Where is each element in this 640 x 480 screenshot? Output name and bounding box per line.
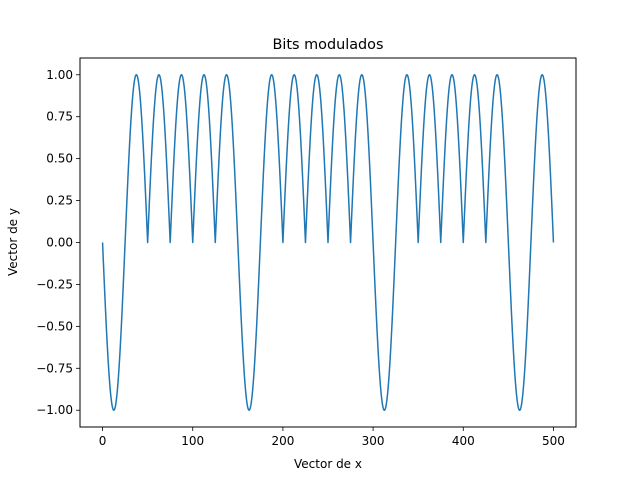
y-tick-label: 0.25 <box>46 194 73 208</box>
x-tick-label: 500 <box>542 434 565 448</box>
x-axis: 0 100 200 300 400 500 <box>99 427 565 448</box>
x-axis-label: Vector de x <box>294 457 362 471</box>
y-tick-label: 1.00 <box>46 68 73 82</box>
x-tick-label: 200 <box>271 434 294 448</box>
x-tick-label: 0 <box>99 434 107 448</box>
y-tick-label: −1.00 <box>36 403 73 417</box>
series-line <box>101 74 555 411</box>
y-tick-label: 0.75 <box>46 110 73 124</box>
y-tick-label: −0.50 <box>36 319 73 333</box>
y-tick-label: 0.00 <box>46 236 73 250</box>
chart-title: Bits modulados <box>273 37 384 53</box>
x-tick-label: 100 <box>181 434 204 448</box>
y-tick-label: −0.75 <box>36 361 73 375</box>
y-axis: −1.00 −0.75 −0.50 −0.25 0.00 0.25 0.50 0.75 1.00 <box>36 68 80 417</box>
x-tick-label: 300 <box>362 434 385 448</box>
plot-area <box>101 74 555 411</box>
y-tick-label: −0.25 <box>36 277 73 291</box>
x-tick-label: 400 <box>452 434 475 448</box>
y-tick-label: 0.50 <box>46 152 73 166</box>
y-axis-label: Vector de y <box>6 208 20 276</box>
